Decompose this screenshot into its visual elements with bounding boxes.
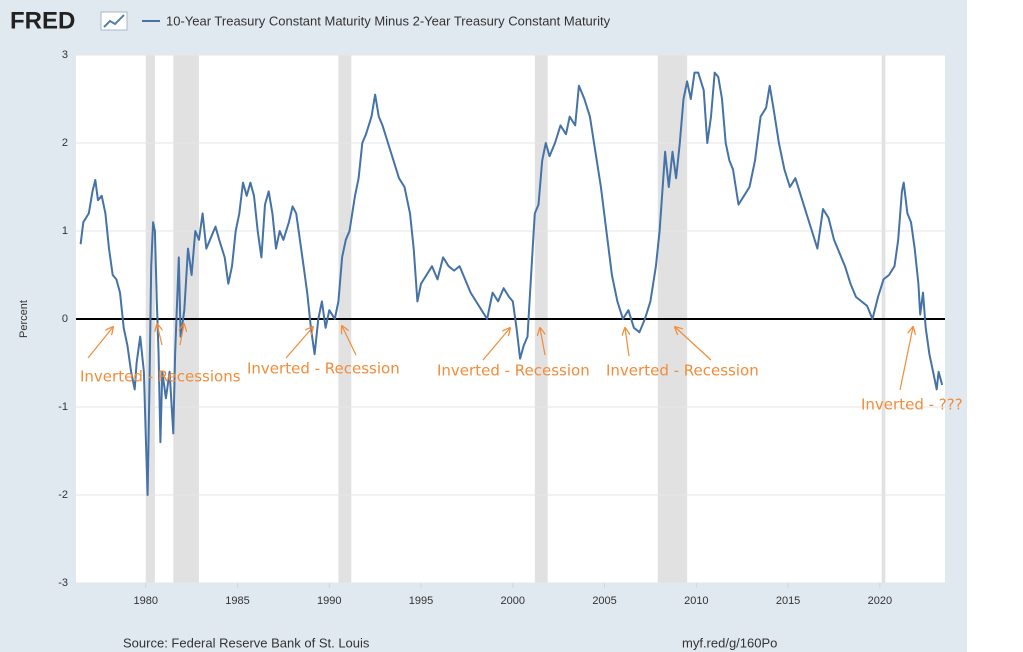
y-tick-label: -3 [58,577,68,589]
y-axis-label: Percent [18,300,30,338]
arrow [899,327,913,391]
arrow [540,328,546,356]
annotation: Inverted - Recessions [80,368,241,386]
arrow [157,324,162,346]
arrow [87,327,113,359]
arrow [675,327,712,361]
y-tick-label: 0 [62,313,68,325]
arrows [87,324,913,391]
arrow [342,326,357,356]
arrow [625,328,629,357]
x-tick-label: 1990 [317,595,341,607]
x-tick-label: 2020 [868,595,892,607]
annotation: Inverted - Recession [606,362,759,380]
y-tick-label: 2 [62,137,68,149]
annotation: Inverted - Recession [437,362,590,380]
y-tick-label: -2 [58,489,68,501]
x-tick-label: 1995 [409,595,433,607]
annotation: Inverted - ??? [861,396,963,414]
x-tick-label: 2010 [684,595,708,607]
source: Source: Federal Reserve Bank of St. Loui… [123,635,370,650]
legend-label: 10-Year Treasury Constant Maturity Minus… [166,13,611,28]
x-tick-label: 1985 [225,595,249,607]
arrow [482,328,510,361]
x-tick-label: 2005 [592,595,616,607]
link: myf.red/g/160Po [682,635,777,650]
arrow [285,327,313,359]
x-tick-label: 2015 [776,595,800,607]
y-tick-label: 1 [62,225,68,237]
y-tick-label: 3 [62,49,68,61]
x-tick-label: 2000 [501,595,525,607]
y-tick-label: -1 [58,401,68,413]
annotation: Inverted - Recession [247,360,400,378]
x-tick-label: 1980 [133,595,157,607]
logo-icon [100,11,128,31]
arrow [180,324,184,346]
logo: FRED [10,7,75,34]
